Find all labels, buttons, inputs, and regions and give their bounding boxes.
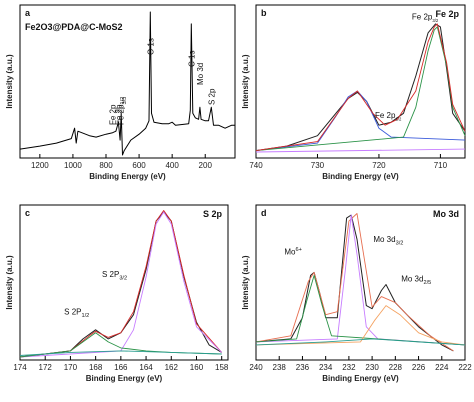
y-axis-label-b: Intensity (a.u.) (241, 54, 250, 109)
series-line-d-1 (255, 213, 454, 352)
series-line-b-0 (255, 23, 466, 152)
x-tick-label-c-174: 174 (13, 363, 27, 372)
annotation-a-1: Fe 2p1/2 (114, 97, 126, 125)
series-line-d-5 (255, 338, 466, 346)
series-line-d-2 (255, 214, 466, 346)
x-tick-label-c-166: 166 (114, 363, 128, 372)
x-tick-label-c-158: 158 (215, 363, 229, 372)
annotation-a-6: S 2p (207, 88, 216, 105)
plot-frame-c (19, 204, 229, 361)
chart-title-d: Mo 3d (433, 209, 459, 219)
x-tick-label-c-168: 168 (89, 363, 103, 372)
x-tick-label-a-1000: 1000 (64, 161, 82, 170)
x-tick-label-d-222: 222 (458, 363, 472, 372)
panel-letter-d: d (261, 208, 267, 218)
x-tick-label-d-238: 238 (273, 363, 287, 372)
series-line-c-0 (19, 211, 222, 358)
annotation-a-0: Fe 2p (109, 104, 118, 125)
chart-title-b: Fe 2p (435, 9, 459, 19)
series-line-d-3 (255, 274, 466, 346)
plot-frame-a (19, 4, 236, 159)
series-line-b-4 (255, 148, 466, 153)
x-tick-label-b-710: 710 (434, 161, 448, 170)
series-line-a-0 (19, 11, 235, 156)
annotation-d-2: Mo 3d2/5 (401, 274, 431, 286)
x-tick-label-a-600: 600 (132, 161, 146, 170)
x-tick-label-b-740: 740 (249, 161, 263, 170)
annotation-d-0: Mo6+ (284, 247, 302, 256)
series-line-b-2 (255, 26, 466, 152)
x-tick-label-b-720: 720 (372, 161, 386, 170)
x-tick-label-c-172: 172 (39, 363, 53, 372)
annotation-d-1: Mo 3d3/2 (373, 235, 403, 247)
x-tick-label-b-730: 730 (311, 161, 325, 170)
annotation-a-4: C 1s (187, 51, 196, 67)
x-tick-label-a-800: 800 (99, 161, 113, 170)
annotation-b-1: Fe 2p1/2 (375, 111, 402, 122)
panel-letter-a: a (25, 8, 31, 18)
x-tick-label-c-160: 160 (190, 363, 204, 372)
x-tick-label-d-228: 228 (389, 363, 403, 372)
panel-a: 1200 1000 800 600 400 200 Binding Energy (eV) I… (5, 4, 236, 181)
x-tick-label-c-164: 164 (139, 363, 153, 372)
y-axis-label-d: Intensity (a.u.) (241, 255, 250, 310)
panel-d: 240 238 236 234 232 230 228 226 224 222 Binding En… (241, 204, 472, 383)
series-line-b-1 (255, 90, 466, 152)
x-tick-label-a-200: 200 (199, 161, 213, 170)
x-tick-label-d-232: 232 (342, 363, 356, 372)
panel-c: 174 172 170 168 166 164 162 160 158 Binding Energ… (5, 204, 229, 383)
chart-title-c: S 2p (203, 209, 223, 219)
y-axis-label-c: Intensity (a.u.) (5, 255, 14, 310)
x-tick-label-d-236: 236 (296, 363, 310, 372)
plot-frame-b (255, 4, 466, 159)
x-axis-label-a: Binding Energy (eV) (89, 172, 166, 181)
plot-frame-d (255, 204, 466, 361)
series-line-d-4 (255, 305, 466, 346)
annotation-c-0: S 2P3/2 (102, 270, 127, 282)
x-axis-label-c: Binding Energy (eV) (86, 374, 163, 383)
chart-title-a: Fe2O3@PDA@C-MoS2 (25, 22, 123, 32)
annotation-a-2: Fe 2p3/3 (117, 97, 129, 125)
panel-b: 740 730 720 710 Binding Energy (eV) Intensity… (241, 4, 466, 181)
annotation-a-3: O 1s (146, 38, 155, 55)
x-axis-label-d: Binding Energy (eV) (322, 374, 399, 383)
annotation-b-0: Fe 2p3/2 (412, 12, 439, 23)
annotation-c-1: S 2P1/2 (64, 308, 89, 320)
y-axis-label-a: Intensity (a.u.) (5, 54, 14, 109)
x-tick-label-d-234: 234 (319, 363, 333, 372)
series-line-c-4 (19, 350, 222, 356)
panel-letter-b: b (261, 8, 267, 18)
x-tick-label-c-162: 162 (165, 363, 179, 372)
x-tick-label-a-400: 400 (165, 161, 179, 170)
x-tick-label-d-230: 230 (365, 363, 379, 372)
x-tick-label-d-224: 224 (435, 363, 449, 372)
panel-letter-c: c (25, 208, 30, 218)
series-line-c-2 (19, 211, 223, 358)
series-line-b-3 (255, 23, 466, 152)
x-tick-label-d-240: 240 (249, 363, 263, 372)
x-tick-label-d-226: 226 (412, 363, 426, 372)
series-line-c-1 (19, 210, 223, 358)
annotation-a-5: Mo 3d (196, 63, 205, 85)
x-tick-label-c-170: 170 (64, 363, 78, 372)
x-axis-label-b: Binding Energy (eV) (322, 172, 399, 181)
x-tick-label-a-1200: 1200 (31, 161, 49, 170)
